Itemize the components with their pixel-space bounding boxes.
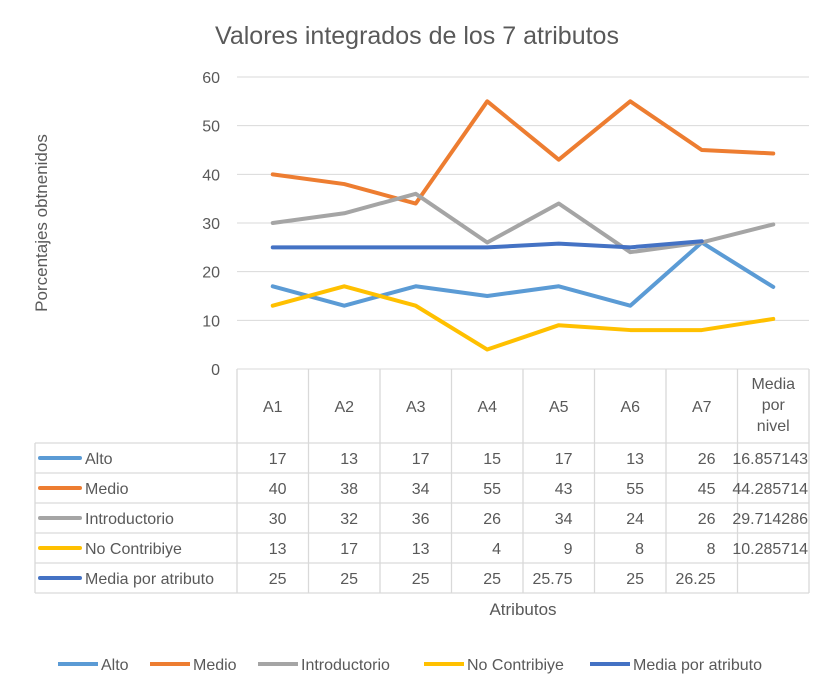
table-cell: 29.714286 (732, 511, 808, 528)
table-cell: 32 (340, 511, 358, 528)
table-cell: 26 (483, 511, 501, 528)
y-tick-label: 60 (202, 70, 220, 87)
category-label-line: Media (751, 376, 795, 393)
y-tick-label: 30 (202, 216, 220, 233)
table-cell: 38 (340, 481, 358, 498)
y-tick-label: 0 (211, 362, 220, 379)
table-cell: 26.25 (675, 571, 715, 588)
table-cell: 17 (412, 451, 430, 468)
series-line-alto (270, 240, 776, 308)
category-label-line: nivel (757, 418, 790, 435)
table-series-name: Alto (85, 451, 113, 468)
table-cell: 25.75 (532, 571, 572, 588)
table-cell: 25 (626, 571, 644, 588)
legend-label: Introductorio (301, 657, 390, 674)
table-cell: 13 (626, 451, 644, 468)
table-cell: 55 (626, 481, 644, 498)
table-cell: 45 (698, 481, 716, 498)
y-tick-label: 10 (202, 313, 220, 330)
table-cell: 4 (492, 541, 501, 558)
table-cell: 26 (698, 511, 716, 528)
legend-label: Media por atributo (633, 657, 762, 674)
table-cell: 43 (555, 481, 573, 498)
table-cell: 26 (698, 451, 716, 468)
table-cell: 25 (412, 571, 430, 588)
y-tick-label: 40 (202, 167, 220, 184)
table-cell: 8 (707, 541, 716, 558)
table-cell: 9 (564, 541, 573, 558)
series-line-media-por-atributo (270, 239, 704, 250)
table-cell: 25 (340, 571, 358, 588)
chart-title: Valores integrados de los 7 atributos (215, 22, 619, 50)
table-cell: 40 (269, 481, 287, 498)
table-cell: 10.285714 (732, 541, 808, 558)
table-cell: 55 (483, 481, 501, 498)
x-axis-label: Atributos (489, 600, 556, 619)
x-category-label: A5 (549, 399, 569, 416)
x-category-label: A1 (263, 399, 283, 416)
table-cell: 17 (555, 451, 573, 468)
legend-label: No Contribiye (467, 657, 564, 674)
table-cell: 13 (269, 541, 287, 558)
table-series-name: Medio (85, 481, 129, 498)
table-cell: 30 (269, 511, 287, 528)
table-cell: 24 (626, 511, 644, 528)
x-category-label: A2 (334, 399, 354, 416)
table-cell: 13 (340, 451, 358, 468)
table-cell: 17 (269, 451, 287, 468)
table-cell: 17 (340, 541, 358, 558)
table-cell: 34 (412, 481, 430, 498)
y-tick-label: 50 (202, 119, 220, 136)
table-series-name: Media por atributo (85, 571, 214, 588)
table-series-name: Introductorio (85, 511, 174, 528)
table-cell: 13 (412, 541, 430, 558)
table-cell: 44.285714 (732, 481, 808, 498)
x-category-label: A6 (620, 399, 640, 416)
category-label-line: por (762, 397, 786, 414)
y-axis-label: Porcentajes obtnenidos (32, 134, 51, 312)
table-cell: 8 (635, 541, 644, 558)
table-cell: 36 (412, 511, 430, 528)
x-category-label: A3 (406, 399, 426, 416)
table-cell: 25 (269, 571, 287, 588)
legend-label: Alto (101, 657, 129, 674)
x-category-label: Media por nivel (751, 376, 795, 435)
table-cell: 34 (555, 511, 573, 528)
y-tick-label: 20 (202, 265, 220, 282)
series-line-no-contribiye (270, 284, 776, 352)
table-cell: 25 (483, 571, 501, 588)
table-series-name: No Contribiye (85, 541, 182, 558)
series-line-medio (270, 99, 776, 206)
x-category-label: A7 (692, 399, 712, 416)
table-cell: 16.857143 (732, 451, 808, 468)
legend-label: Medio (193, 657, 237, 674)
x-category-label: A4 (477, 399, 497, 416)
table-cell: 15 (483, 451, 501, 468)
